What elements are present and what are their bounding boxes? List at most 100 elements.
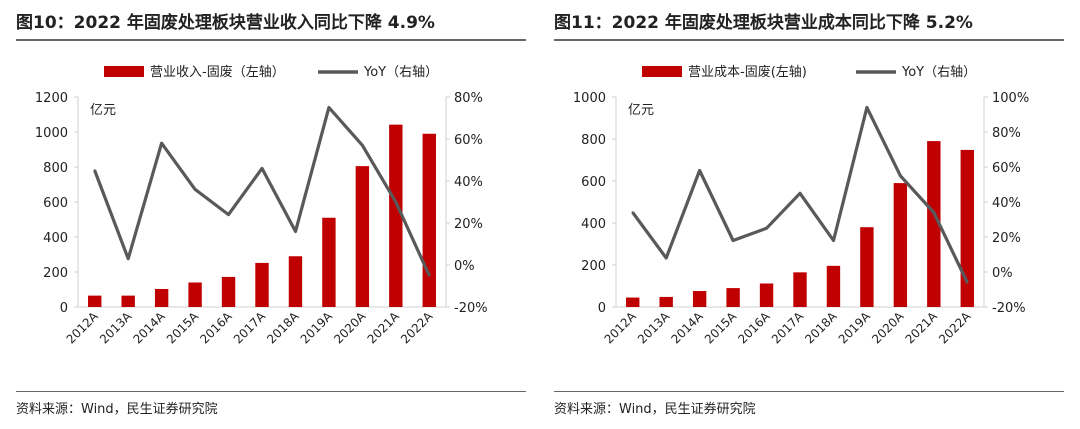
left-tick-label: 400 [43, 231, 68, 246]
right-tick-label: 60% [992, 161, 1021, 176]
yoy-point [428, 274, 431, 277]
left-tick-label: 0 [60, 301, 68, 316]
x-tick-label: 2016A [197, 309, 235, 347]
yoy-point [865, 106, 869, 109]
bar [188, 282, 202, 307]
legend-bar-swatch [642, 66, 682, 77]
yoy-point [227, 213, 230, 216]
yoy-point [260, 167, 264, 170]
yoy-point [160, 142, 163, 145]
x-tick-label: 2018A [264, 309, 302, 347]
yoy-point [327, 106, 331, 109]
x-tick-label: 2022A [936, 309, 974, 347]
x-tick-label: 2017A [231, 309, 269, 347]
right-tick-label: 40% [992, 196, 1021, 211]
bar [893, 183, 908, 307]
right-tick-label: 0% [454, 259, 475, 274]
yoy-point [932, 211, 936, 214]
left-tick-label: 600 [43, 196, 68, 211]
x-tick-label: 2017A [769, 309, 807, 347]
yoy-point [731, 239, 735, 242]
bar [288, 256, 303, 307]
right-tick-label: -20% [454, 301, 488, 316]
yoy-line [93, 105, 431, 277]
unit-label: 亿元 [628, 103, 654, 118]
yoy-point [394, 200, 398, 204]
legend-bar-swatch [104, 66, 144, 77]
yoy-line [631, 105, 969, 284]
left-tick-label: 200 [581, 259, 606, 274]
x-tick-label: 2021A [365, 309, 403, 347]
right-tick-label: 100% [992, 91, 1029, 106]
right-tick-label: 20% [992, 231, 1021, 246]
title-rule [16, 39, 526, 41]
bar [726, 288, 740, 307]
bar [793, 272, 807, 307]
x-tick-label: 2020A [869, 309, 907, 347]
x-tick-label: 2013A [97, 309, 135, 347]
bar [88, 295, 102, 307]
bar [422, 133, 436, 307]
title-rule [554, 39, 1064, 41]
source-rule [554, 391, 1064, 392]
yoy-point [798, 192, 802, 195]
bar [927, 141, 941, 307]
figure-title: 图10：2022 年固废处理板块营业收入同比下降 4.9% [16, 13, 435, 33]
revenue-chart: 0 200 400 600 800 1000 1200 -20% 0% 20% 40% 60% 80% 亿… [35, 64, 488, 347]
bar [626, 297, 640, 307]
x-tick-label: 2021A [903, 309, 941, 347]
bar [692, 291, 707, 307]
right-tick-label: 80% [992, 126, 1021, 141]
right-tick-label: -20% [992, 301, 1026, 316]
right-tick-label: 60% [454, 133, 483, 148]
bar [355, 166, 370, 307]
yoy-point [361, 144, 364, 147]
left-tick-label: 400 [581, 217, 606, 232]
x-tick-label: 2022A [398, 309, 436, 347]
yoy-point [294, 230, 297, 233]
legend-line-label: YoY（右轴） [363, 65, 438, 80]
yoy-point [832, 239, 835, 242]
yoy-point [193, 188, 197, 191]
yoy-point [966, 281, 969, 284]
bar [154, 288, 169, 307]
x-tick-label: 2019A [836, 309, 874, 347]
x-tick-label: 2014A [130, 309, 168, 347]
right-tick-label: 40% [454, 175, 483, 190]
bar [960, 149, 974, 307]
bar [221, 276, 236, 307]
yoy-point [899, 174, 902, 177]
bar [121, 295, 135, 307]
left-tick-label: 800 [581, 133, 606, 148]
yoy-point [765, 227, 768, 230]
x-tick-label: 2012A [64, 309, 102, 347]
x-tick-label: 2015A [702, 309, 740, 347]
left-tick-label: 0 [598, 301, 606, 316]
legend-bar-label: 营业收入-固废（左轴） [150, 64, 285, 80]
x-tick-label: 2019A [298, 309, 336, 347]
legend-bar-label: 营业成本-固废(左轴) [688, 64, 807, 80]
source-rule [16, 391, 526, 392]
right-tick-label: 0% [992, 266, 1013, 281]
bar [860, 227, 874, 307]
right-tick-label: 20% [454, 217, 483, 232]
figure-title: 图11：2022 年固废处理板块营业成本同比下降 5.2% [554, 13, 973, 33]
right-tick-label: 80% [454, 91, 483, 106]
x-tick-label: 2012A [602, 309, 640, 347]
bar [826, 265, 841, 307]
source-note: 资料来源：Wind，民生证券研究院 [554, 402, 756, 417]
yoy-point [93, 169, 96, 172]
chart-panel-cost: 图11：2022 年固废处理板块营业成本同比下降 5.2% 0 200 400 600… [554, 0, 1070, 429]
x-tick-label: 2020A [331, 309, 369, 347]
x-tick-label: 2015A [164, 309, 202, 347]
yoy-point [126, 257, 130, 260]
x-tick-label: 2014A [668, 309, 706, 347]
yoy-point [631, 211, 634, 214]
unit-label: 亿元 [90, 103, 116, 118]
left-tick-label: 800 [43, 161, 68, 176]
yoy-point [664, 256, 668, 260]
left-tick-label: 200 [43, 266, 68, 281]
left-tick-label: 1000 [35, 126, 68, 141]
bar [322, 217, 336, 307]
source-note: 资料来源：Wind，民生证券研究院 [16, 402, 218, 417]
